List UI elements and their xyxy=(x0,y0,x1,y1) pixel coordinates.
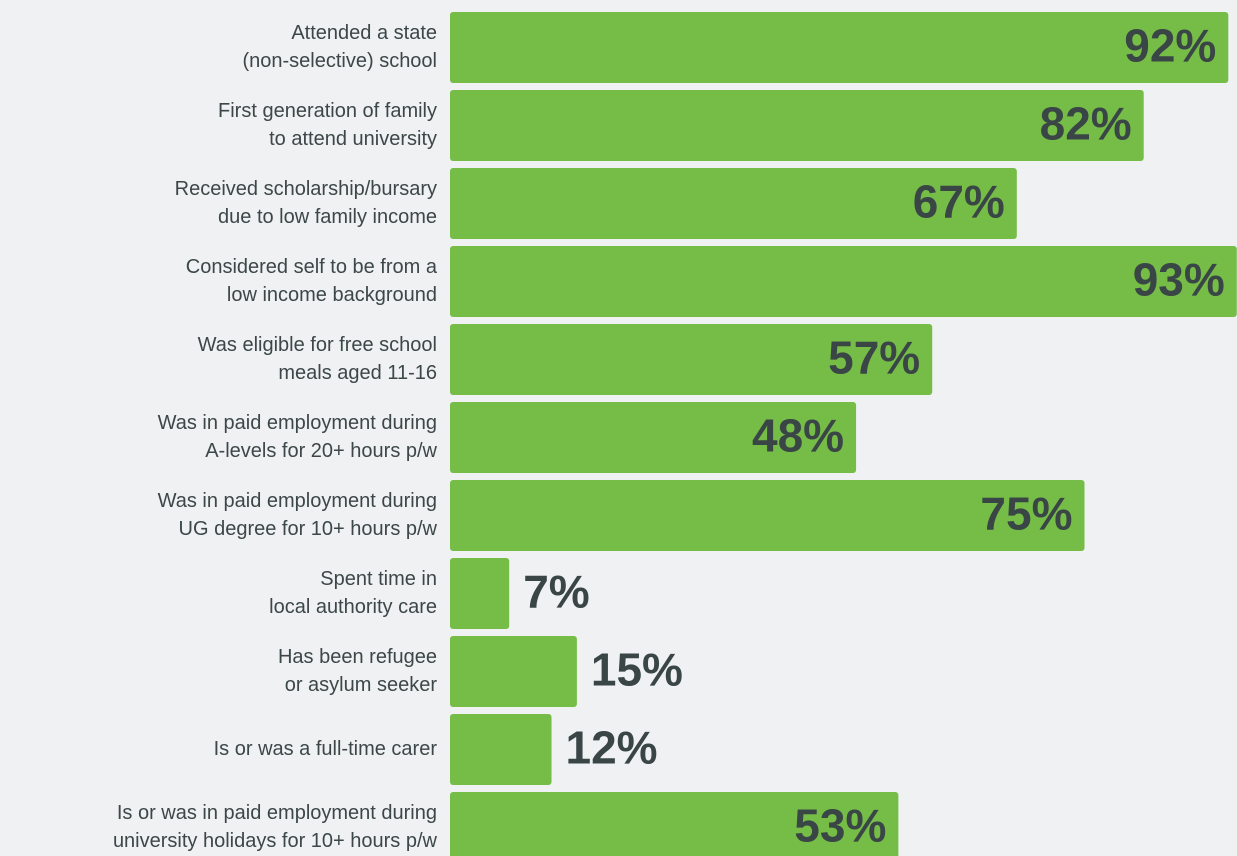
category-label: low income background xyxy=(227,284,437,306)
category-label: Received scholarship/bursary xyxy=(175,178,437,200)
category-label: Considered self to be from a xyxy=(186,256,438,278)
bar xyxy=(450,246,1237,317)
category-label: A-levels for 20+ hours p/w xyxy=(205,440,437,462)
category-label: Is or was in paid employment during xyxy=(117,802,437,824)
category-label: local authority care xyxy=(269,596,437,618)
category-label: university holidays for 10+ hours p/w xyxy=(113,830,438,852)
bar xyxy=(450,480,1085,551)
category-label: Was in paid employment during xyxy=(158,412,437,434)
bar xyxy=(450,792,899,856)
category-label: (non-selective) school xyxy=(242,50,437,72)
category-label: Is or was a full-time carer xyxy=(214,738,438,760)
category-label: or asylum seeker xyxy=(285,674,438,696)
bar xyxy=(450,636,577,707)
value-label: 82% xyxy=(1040,98,1132,150)
value-label: 12% xyxy=(566,722,658,774)
value-label: 92% xyxy=(1124,20,1216,72)
bar xyxy=(450,168,1017,239)
value-label: 15% xyxy=(591,644,683,696)
value-label: 7% xyxy=(523,566,589,618)
category-label: UG degree for 10+ hours p/w xyxy=(179,518,438,540)
bar xyxy=(450,402,857,473)
bar xyxy=(450,12,1229,83)
value-label: 48% xyxy=(752,410,844,462)
bar xyxy=(450,558,510,629)
category-label: Has been refugee xyxy=(278,646,437,668)
value-label: 75% xyxy=(980,488,1072,540)
category-label: Was eligible for free school xyxy=(198,334,437,356)
category-label: Was in paid employment during xyxy=(158,490,437,512)
value-label: 93% xyxy=(1133,254,1225,306)
category-label: meals aged 11-16 xyxy=(278,362,437,384)
category-label: Attended a state xyxy=(291,22,437,44)
value-label: 57% xyxy=(828,332,920,384)
category-label: due to low family income xyxy=(218,206,437,228)
category-label: to attend university xyxy=(269,128,437,150)
bar xyxy=(450,324,933,395)
category-label: First generation of family xyxy=(218,100,437,122)
value-label: 67% xyxy=(913,176,1005,228)
bar xyxy=(450,90,1144,161)
category-label: Spent time in xyxy=(320,568,437,590)
value-label: 53% xyxy=(794,800,886,852)
bar xyxy=(450,714,552,785)
